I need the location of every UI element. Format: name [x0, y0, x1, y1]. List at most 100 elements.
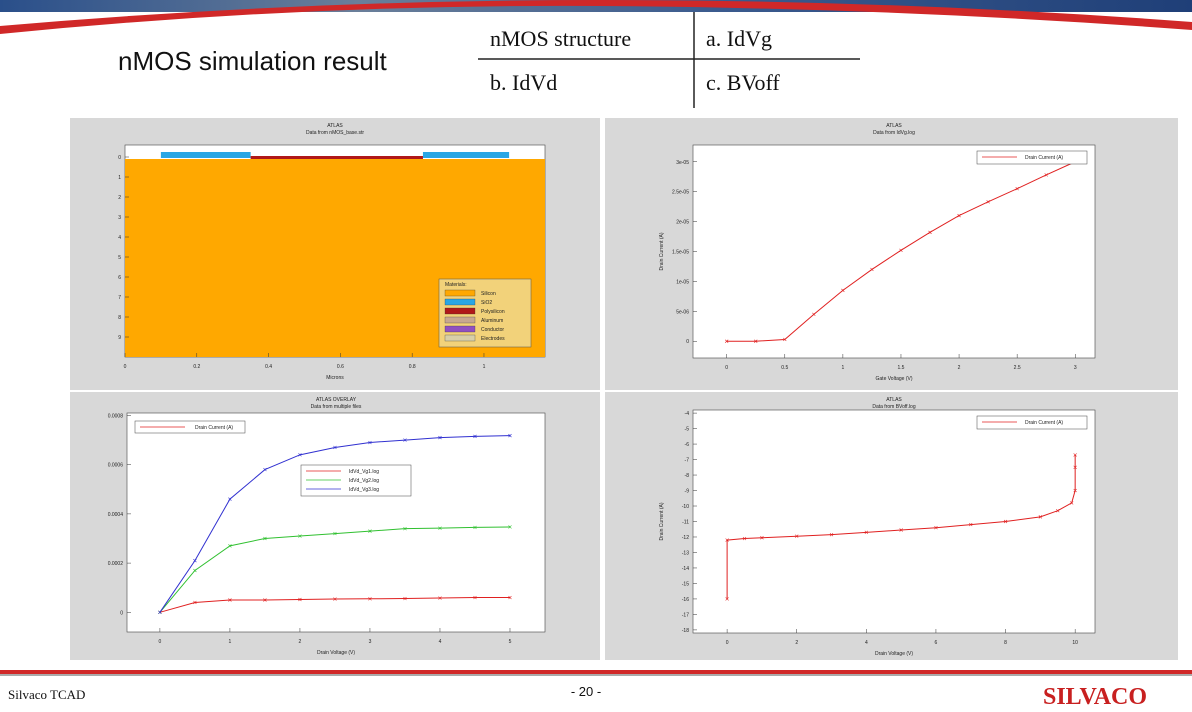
data-point	[228, 497, 232, 501]
y-tick-label: -16	[682, 597, 689, 603]
data-point	[333, 531, 337, 536]
y-tick-label: -10	[682, 504, 689, 510]
data-point	[228, 544, 232, 548]
chart-subtitle: Data from IdVg.log	[873, 130, 915, 136]
y-tick-label: -15	[682, 581, 689, 587]
data-point	[473, 595, 477, 600]
data-point	[298, 597, 302, 602]
legend-label: IdVd_Vg2.log	[349, 478, 379, 484]
data-point	[158, 610, 162, 615]
x-tick-label: 3	[1074, 365, 1077, 371]
legend-label: IdVd_Vg3.log	[349, 487, 379, 493]
x-tick-label: 1.5	[897, 365, 904, 371]
y-tick-label: 1.5e-05	[672, 250, 689, 256]
data-point	[899, 248, 903, 253]
x-tick-label: 1	[229, 639, 232, 645]
y-tick-label: -13	[682, 550, 689, 556]
legend-label: Drain Current (A)	[1025, 155, 1063, 161]
header-swoosh	[0, 0, 1192, 34]
y-tick-label: 0.0004	[108, 512, 124, 518]
data-point	[333, 445, 337, 450]
legend-swatch	[444, 289, 476, 297]
data-point	[754, 339, 758, 343]
x-tick-label: 10	[1072, 640, 1078, 646]
data-point	[934, 525, 938, 530]
chart-title: ATLAS OVERLAY	[316, 397, 357, 403]
annotation: Drain Current (A)	[195, 425, 233, 431]
legend-label: Aluminum	[481, 318, 503, 324]
y-tick-label: 3	[118, 215, 121, 221]
data-point	[864, 530, 869, 535]
chart-title: ATLAS	[886, 123, 902, 129]
data-point	[725, 538, 729, 542]
data-point	[1073, 465, 1077, 470]
data-point	[957, 213, 961, 218]
data-point	[508, 433, 512, 438]
table-cell: nMOS structure	[490, 26, 631, 51]
legend-label: Electrodes	[481, 336, 505, 342]
chart-subtitle: Data from BVoff.log	[872, 404, 915, 410]
chart-subtitle: Data from nMOS_base.str	[306, 130, 364, 136]
y-tick-label: 0.0008	[108, 413, 124, 419]
y-axis-label: Drain Current (A)	[659, 502, 665, 540]
y-tick-label: -17	[682, 612, 689, 618]
plot-area	[692, 409, 1096, 634]
data-point	[298, 534, 302, 538]
x-tick-label: 0.4	[265, 364, 272, 370]
x-axis-label: Drain Voltage (V)	[875, 651, 913, 657]
legend-label: SiO2	[481, 300, 492, 306]
data-point	[438, 526, 442, 530]
data-point	[263, 536, 267, 541]
legend-label: Drain Current (A)	[1025, 420, 1063, 426]
y-tick-label: 8	[118, 315, 121, 321]
data-point	[783, 337, 787, 342]
legend-swatch	[444, 307, 476, 315]
data-point	[1003, 519, 1008, 524]
slide-title: nMOS simulation result	[118, 46, 388, 76]
y-tick-label: -7	[685, 458, 690, 464]
data-point	[403, 526, 407, 531]
y-tick-label: -11	[682, 520, 689, 526]
y-tick-label: 6	[118, 275, 121, 281]
y-tick-label: -8	[685, 473, 690, 479]
legend-label: IdVd_Vg1.log	[349, 469, 379, 475]
x-tick-label: 3	[369, 639, 372, 645]
data-point	[473, 525, 477, 530]
y-tick-label: 7	[118, 295, 121, 301]
x-tick-label: 0.2	[193, 364, 200, 370]
logo: SILVACO	[1043, 684, 1147, 710]
legend-box	[976, 415, 1088, 430]
x-axis-label: Gate Voltage (V)	[876, 376, 913, 382]
data-point	[928, 230, 932, 235]
data-point	[899, 528, 903, 532]
x-tick-label: 4	[865, 640, 868, 646]
y-tick-label: -18	[682, 628, 689, 634]
legend-swatch	[444, 334, 476, 342]
y-tick-label: -14	[682, 566, 689, 572]
chart-subtitle: Data from multiple files	[311, 404, 362, 410]
x-tick-label: 0.5	[781, 365, 788, 371]
x-tick-label: 0.6	[337, 364, 344, 370]
legend-title: Materials:	[445, 282, 467, 288]
y-tick-label: 5	[118, 255, 121, 261]
y-tick-label: -5	[685, 427, 690, 433]
y-tick-label: 0	[120, 610, 123, 616]
data-point	[228, 598, 232, 602]
page-number: - 20 -	[571, 684, 601, 699]
annotation-box	[134, 420, 246, 434]
footer-rule	[0, 670, 1192, 674]
x-axis-label: Drain Voltage (V)	[317, 650, 355, 656]
material-region	[250, 156, 423, 159]
data-point	[508, 525, 512, 529]
legend-swatch	[444, 316, 476, 324]
data-point	[193, 558, 197, 563]
x-tick-label: 2	[299, 639, 302, 645]
material-region	[160, 152, 251, 158]
table-cell: a. IdVg	[706, 26, 772, 51]
y-tick-label: 2.5e-05	[672, 190, 689, 196]
table-cell: b. IdVd	[490, 70, 557, 95]
legend-label: Conductor	[481, 327, 504, 333]
data-point	[841, 288, 845, 293]
legend-box	[976, 150, 1088, 165]
